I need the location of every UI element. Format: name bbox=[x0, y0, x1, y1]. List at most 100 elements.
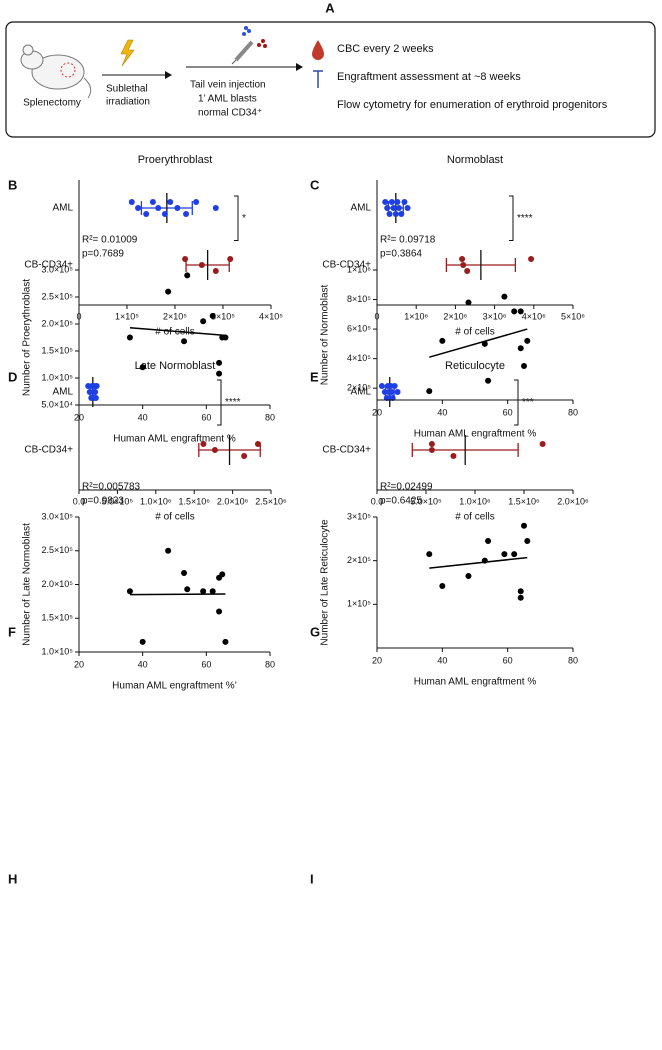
data-point bbox=[209, 312, 216, 319]
y-tick-label: 2.0×10⁵ bbox=[41, 579, 73, 589]
data-point bbox=[184, 272, 191, 279]
panel-label: A bbox=[325, 0, 335, 15]
data-point bbox=[92, 395, 99, 401]
x-tick-label: 1×10⁶ bbox=[404, 311, 428, 321]
y-tick-label: 2×10⁵ bbox=[347, 383, 371, 393]
x-tick-label: 5×10⁶ bbox=[561, 311, 585, 321]
x-tick-label: 1×10⁵ bbox=[115, 311, 139, 321]
data-point bbox=[392, 211, 399, 217]
needle-icon bbox=[313, 70, 323, 88]
x-tick-label: 4×10⁶ bbox=[522, 311, 546, 321]
x-tick-label: 40 bbox=[138, 412, 148, 422]
data-point bbox=[193, 199, 200, 205]
annotation: R²= 0.01009 bbox=[82, 235, 138, 246]
x-tick-label: 2×10⁶ bbox=[443, 311, 467, 321]
data-point bbox=[222, 638, 229, 645]
data-point bbox=[93, 383, 100, 389]
x-axis-label: Human AML engraftment %’ bbox=[112, 681, 237, 692]
mouse-icon bbox=[20, 44, 92, 99]
x-tick-label: 2.0×10⁶ bbox=[217, 496, 249, 506]
x-tick-label: 40 bbox=[437, 655, 447, 665]
data-point bbox=[378, 383, 385, 389]
data-point bbox=[517, 308, 524, 315]
x-tick-label: 80 bbox=[568, 407, 578, 417]
data-point bbox=[524, 337, 531, 344]
arrow-head bbox=[296, 63, 303, 71]
x-tick-label: 20 bbox=[372, 655, 382, 665]
x-tick-label: 5.0×10⁵ bbox=[410, 496, 442, 506]
data-point bbox=[428, 447, 435, 453]
category-label: CB-CD34+ bbox=[322, 445, 371, 456]
y-tick-label: 1.5×10⁵ bbox=[41, 613, 73, 623]
data-point bbox=[167, 199, 174, 205]
data-point bbox=[501, 293, 508, 300]
category-label: CB-CD34+ bbox=[24, 260, 73, 271]
data-point bbox=[539, 441, 546, 447]
y-tick-label: 8×10⁵ bbox=[347, 294, 371, 304]
significance-label: **** bbox=[225, 397, 241, 408]
data-point bbox=[216, 359, 223, 366]
data-point bbox=[212, 205, 219, 211]
y-tick-label: 1×10⁵ bbox=[347, 599, 371, 609]
significance-bracket bbox=[234, 195, 239, 241]
data-point bbox=[135, 205, 142, 211]
step-text: Sublethal bbox=[106, 84, 148, 95]
data-point bbox=[222, 334, 229, 341]
data-point bbox=[165, 547, 172, 554]
data-point bbox=[521, 522, 527, 529]
x-tick-label: 60 bbox=[201, 412, 211, 422]
data-point bbox=[426, 551, 433, 558]
significance-bracket bbox=[509, 195, 514, 241]
data-point bbox=[465, 299, 472, 306]
x-axis-label: # of cells bbox=[155, 512, 194, 523]
data-point bbox=[394, 389, 401, 395]
data-point bbox=[139, 364, 146, 371]
data-point bbox=[216, 608, 223, 615]
data-point bbox=[517, 345, 524, 352]
y-tick-label: 6×10⁵ bbox=[347, 323, 371, 333]
data-point bbox=[165, 288, 172, 295]
y-tick-label: 1.0×10⁵ bbox=[41, 372, 73, 382]
y-axis-label: Number of Late Normoblast bbox=[22, 523, 33, 646]
category-label: CB-CD34+ bbox=[24, 445, 73, 456]
x-tick-label: 3×10⁶ bbox=[483, 311, 507, 321]
category-label: AML bbox=[52, 203, 73, 214]
data-point bbox=[511, 308, 518, 315]
regression-line bbox=[429, 556, 528, 569]
chart-title: Late Normoblast bbox=[135, 360, 216, 372]
x-tick-label: 2.0×10⁶ bbox=[557, 496, 589, 506]
data-point bbox=[181, 570, 188, 577]
regression-line bbox=[129, 593, 226, 596]
significance-label: * bbox=[242, 213, 246, 224]
panel-a: Splenectomy Sublethal irradiation Tail v… bbox=[5, 21, 656, 138]
data-point bbox=[521, 363, 527, 370]
annotation: p=0.7689 bbox=[82, 249, 124, 260]
data-point bbox=[390, 205, 397, 211]
y-axis-label: Number of Proerythroblast bbox=[22, 279, 33, 396]
y-tick-label: 3.0×10⁵ bbox=[41, 264, 73, 274]
step-text: 1’ AML blasts bbox=[198, 94, 257, 105]
data-point bbox=[439, 337, 446, 344]
y-tick-label: 5.0×10⁴ bbox=[41, 399, 73, 409]
y-tick-label: 1×10⁶ bbox=[347, 264, 371, 274]
annotation: R²=0.02499 bbox=[380, 482, 433, 493]
data-point bbox=[155, 205, 162, 211]
regression-line bbox=[429, 328, 528, 358]
x-tick-label: 60 bbox=[503, 407, 513, 417]
data-point bbox=[209, 588, 216, 595]
significance-bracket bbox=[514, 379, 519, 426]
panel-label: H bbox=[8, 871, 17, 886]
y-tick-label: 2.5×10⁵ bbox=[41, 291, 73, 301]
annotation: R²=0.005783 bbox=[82, 482, 141, 493]
data-point bbox=[161, 211, 168, 217]
data-point bbox=[511, 551, 518, 558]
readout-text: CBC every 2 weeks bbox=[337, 43, 434, 55]
panel-label: I bbox=[310, 871, 314, 886]
category-label: AML bbox=[350, 387, 371, 398]
data-point bbox=[216, 370, 223, 377]
regression-line bbox=[129, 327, 226, 337]
data-point bbox=[394, 199, 401, 205]
y-tick-label: 1.0×10⁵ bbox=[41, 646, 73, 656]
chart-title: Reticulocyte bbox=[445, 360, 505, 372]
